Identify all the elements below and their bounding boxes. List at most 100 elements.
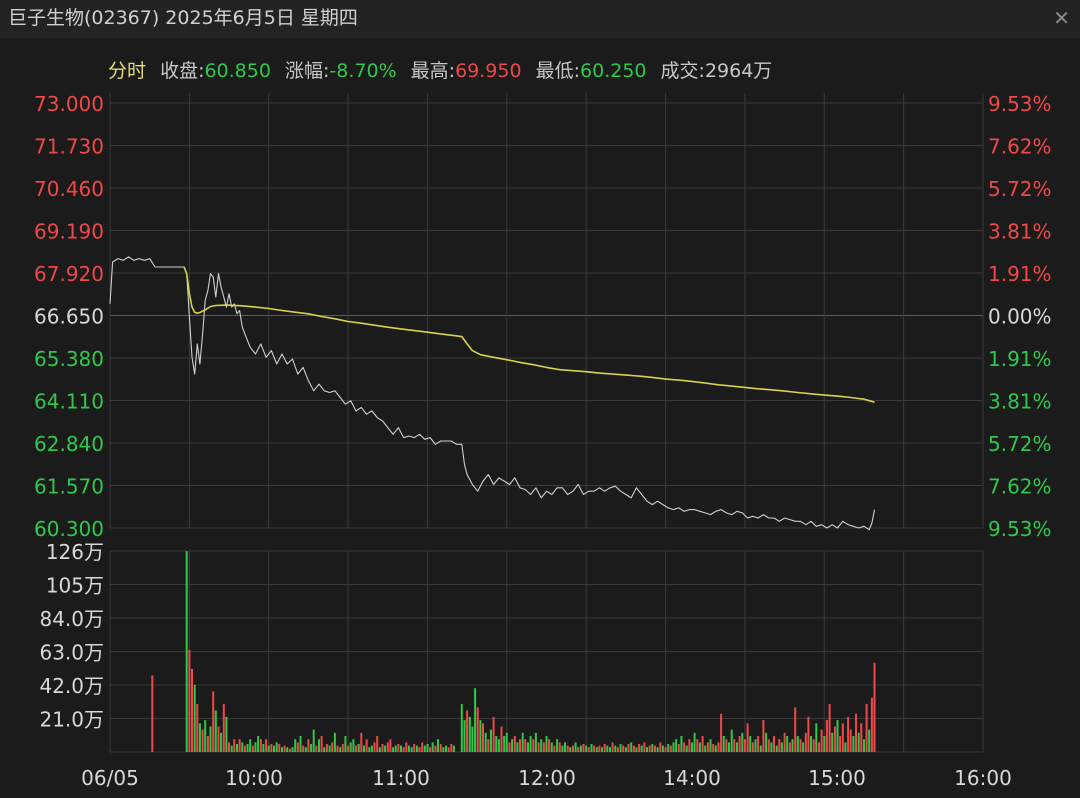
- change-value: -8.70%: [329, 60, 397, 82]
- high-label: 最高:: [410, 60, 456, 82]
- volume-bar: [352, 739, 355, 752]
- volume-bar: [534, 732, 537, 752]
- volume-bar: [508, 742, 511, 752]
- volume-bar: [431, 742, 434, 752]
- volume-bar: [503, 736, 506, 752]
- volume-bar: [585, 745, 588, 752]
- volume-bar: [476, 707, 479, 752]
- volume-bar: [860, 723, 863, 752]
- volume-bar: [400, 745, 402, 752]
- close-icon[interactable]: ✕: [1053, 6, 1070, 30]
- volume-bar: [714, 745, 717, 752]
- volume-tick-label: 84.0万: [39, 607, 104, 631]
- volume-bar: [775, 745, 778, 752]
- volume-bar: [728, 742, 730, 752]
- volume-bar: [418, 747, 421, 752]
- volume-bar: [802, 742, 805, 752]
- volume-bar: [423, 745, 426, 752]
- volume-bar: [394, 745, 397, 752]
- volume-bar: [212, 691, 215, 752]
- volume-bar: [773, 736, 775, 752]
- volume-bar: [865, 704, 868, 752]
- mode-label[interactable]: 分时: [108, 60, 147, 82]
- volume-bar: [299, 736, 302, 752]
- volume-bar: [487, 739, 490, 752]
- volume-tick-label: 105万: [46, 574, 104, 598]
- volume-bar: [378, 747, 381, 752]
- volume-bar: [355, 745, 357, 752]
- volume-bar: [640, 745, 643, 752]
- volume-bar: [667, 744, 670, 752]
- volume-bar: [511, 739, 514, 752]
- volume-bar: [601, 747, 604, 752]
- volume-bar: [598, 745, 601, 752]
- volume-bar: [331, 742, 334, 752]
- volume-bar: [471, 726, 474, 752]
- volume-bar: [818, 742, 820, 752]
- volume-bar: [429, 747, 432, 752]
- volume-bar: [339, 747, 342, 752]
- volume-bar: [241, 742, 244, 752]
- volume-bar: [376, 736, 379, 752]
- volume-bar: [577, 747, 580, 752]
- price-line: [109, 256, 876, 531]
- window-titlebar: 巨子生物(02367) 2025年6月5日 星期四 ✕: [0, 0, 1080, 38]
- volume-bar: [402, 747, 405, 752]
- volume-bar: [437, 739, 439, 752]
- volume-bar: [341, 744, 344, 752]
- volume-bar: [249, 739, 252, 752]
- volume-bar: [413, 744, 416, 752]
- volume-bar: [754, 739, 757, 752]
- volume-bar: [791, 739, 794, 752]
- volume-bar: [836, 720, 839, 752]
- volume-bar: [312, 729, 315, 752]
- volume-bar: [672, 742, 675, 752]
- time-axis-label: 10:00: [225, 766, 283, 790]
- volume-bar: [688, 739, 691, 752]
- volume-bar: [595, 747, 598, 752]
- volume-bar: [384, 745, 387, 752]
- volume-bar: [185, 551, 188, 752]
- volume-bar: [561, 745, 564, 752]
- volume-bar: [198, 723, 201, 752]
- volume-bar: [267, 745, 270, 752]
- volume-bar: [265, 739, 268, 752]
- volume-label: 成交:: [660, 60, 705, 82]
- volume-bar: [460, 704, 463, 752]
- volume-bar: [833, 726, 836, 752]
- low-value: 60.250: [580, 60, 647, 82]
- volume-bar: [815, 723, 818, 752]
- volume-bar: [193, 685, 196, 752]
- volume-bar: [651, 744, 654, 752]
- volume-bar: [386, 742, 389, 752]
- volume-bar: [550, 742, 553, 752]
- volume-bar: [505, 732, 508, 752]
- volume-bar: [368, 747, 371, 752]
- volume-bar: [638, 744, 641, 752]
- pct-tick-label: 3.81%: [988, 220, 1052, 244]
- volume-bar: [421, 742, 424, 752]
- average-price-line: [183, 266, 875, 403]
- volume-bar: [619, 744, 622, 752]
- volume-bar: [537, 742, 540, 752]
- volume-bar: [415, 745, 418, 752]
- volume-bar: [696, 739, 699, 752]
- price-tick-label: 62.840: [34, 432, 104, 456]
- volume-bar: [482, 723, 484, 752]
- volume-bar: [587, 747, 590, 752]
- volume-bar: [275, 742, 278, 752]
- volume-bar: [572, 745, 574, 752]
- quote-summary: 分时 收盘:60.850 涨幅:-8.70% 最高:69.950 最低:60.2…: [108, 56, 780, 83]
- volume-bar: [656, 747, 659, 752]
- volume-bar: [273, 745, 275, 752]
- volume-bar: [357, 744, 360, 752]
- volume-bar: [643, 742, 646, 752]
- volume-bar: [307, 739, 310, 752]
- pct-tick-label: 9.53%: [988, 517, 1052, 541]
- volume-bar: [497, 739, 500, 752]
- volume-bar: [566, 745, 569, 752]
- volume-bar: [730, 729, 733, 752]
- volume-bar: [238, 739, 241, 752]
- pct-tick-label: 3.81%: [988, 390, 1052, 414]
